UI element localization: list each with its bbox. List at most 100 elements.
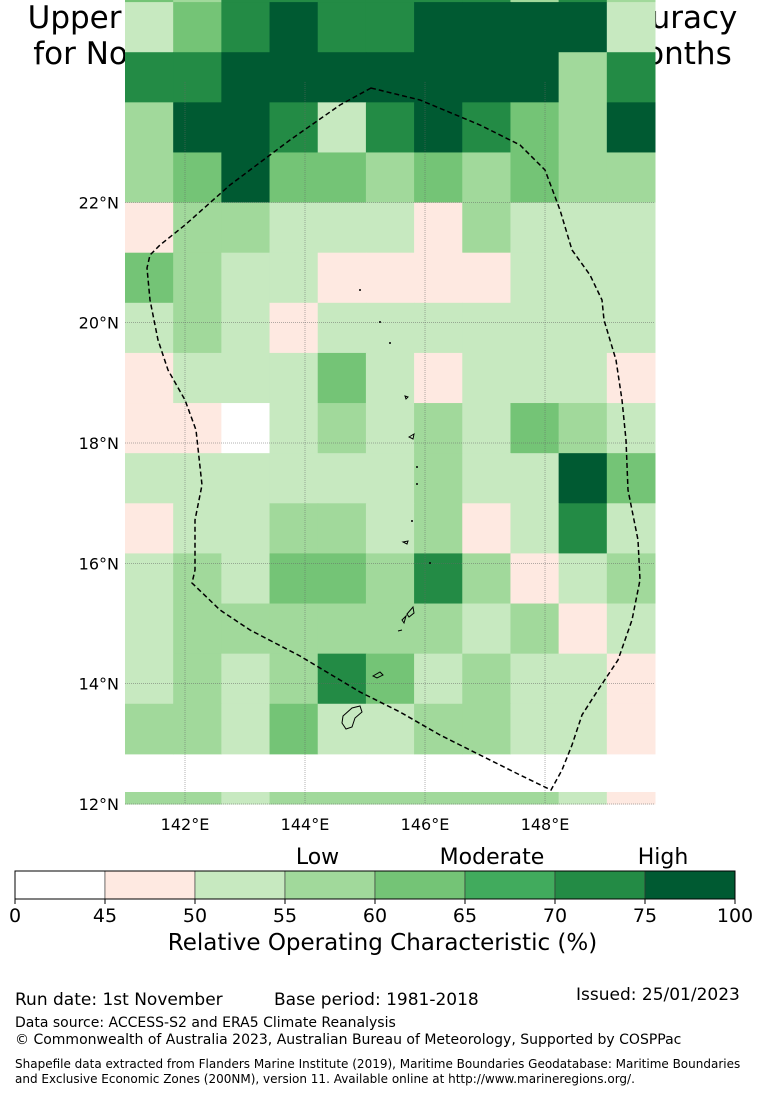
grid-cell bbox=[125, 352, 174, 404]
colorbar-swatch bbox=[464, 870, 556, 900]
grid-cell bbox=[606, 792, 656, 805]
grid-cell bbox=[221, 403, 271, 454]
grid-cell bbox=[414, 302, 463, 354]
grid-cell bbox=[510, 52, 560, 103]
grid-cell bbox=[221, 52, 271, 103]
colorbar-swatch bbox=[194, 870, 286, 900]
grid-cell bbox=[317, 703, 367, 755]
colorbar-swatch bbox=[554, 870, 646, 900]
grid-cell bbox=[365, 453, 415, 504]
lon-tick-label: 142°E bbox=[161, 815, 210, 830]
grid-cell bbox=[365, 603, 415, 655]
grid-cell bbox=[510, 152, 560, 204]
grid-cell bbox=[173, 703, 222, 755]
grid-cell bbox=[221, 102, 271, 153]
grid-cell bbox=[510, 453, 560, 504]
grid-cell bbox=[414, 0, 463, 3]
colorbar-swatch bbox=[14, 870, 106, 900]
grid-cell bbox=[173, 52, 222, 103]
colorbar-category-label: High bbox=[638, 845, 689, 870]
grid-cell bbox=[510, 703, 560, 755]
colorbar-tick-label: 100 bbox=[717, 905, 753, 927]
grid-cell bbox=[173, 252, 222, 304]
grid-cell bbox=[414, 202, 463, 254]
grid-cell bbox=[558, 403, 608, 454]
grid-cell bbox=[269, 252, 319, 304]
grid-cell bbox=[414, 453, 463, 504]
grid-cell bbox=[317, 503, 367, 554]
grid-cell bbox=[221, 703, 271, 755]
grid-cell bbox=[414, 403, 463, 454]
grid-cell bbox=[317, 52, 367, 103]
grid-cell bbox=[606, 52, 656, 103]
grid-cell bbox=[606, 0, 656, 3]
grid-cell bbox=[173, 2, 222, 53]
grid-cell bbox=[365, 403, 415, 454]
grid-cell bbox=[462, 52, 511, 103]
grid-cell bbox=[462, 792, 511, 805]
grid-cell bbox=[173, 352, 222, 404]
grid-cell bbox=[462, 503, 511, 554]
grid-cell bbox=[414, 503, 463, 554]
grid-cell bbox=[125, 553, 174, 605]
grid-cell bbox=[510, 503, 560, 554]
grid-cell bbox=[221, 202, 271, 254]
grid-cell bbox=[269, 202, 319, 254]
islands bbox=[341, 289, 431, 730]
grid-cell bbox=[462, 0, 511, 3]
grid-cell bbox=[269, 653, 319, 705]
grid-cell bbox=[317, 403, 367, 454]
grid-cell bbox=[462, 202, 511, 254]
grid-cell bbox=[269, 52, 319, 103]
grid-cell bbox=[365, 52, 415, 103]
grid-cell bbox=[269, 302, 319, 354]
grid-cell bbox=[510, 102, 560, 153]
grid-cell bbox=[317, 152, 367, 204]
colorbar-tick-label: 50 bbox=[183, 905, 207, 927]
colorbar-tick-label: 0 bbox=[9, 905, 21, 927]
grid-cell bbox=[125, 792, 174, 805]
grid-cell bbox=[510, 2, 560, 53]
grid-cell bbox=[606, 553, 656, 605]
grid-cell bbox=[221, 503, 271, 554]
grid-cell bbox=[173, 603, 222, 655]
colorbar-swatch bbox=[644, 870, 736, 900]
lon-tick-label: 148°E bbox=[521, 815, 570, 830]
grid-cell bbox=[173, 503, 222, 554]
grid-cell bbox=[221, 252, 271, 304]
longitude-labels: 142°E 144°E 146°E 148°E bbox=[161, 815, 570, 830]
grid-cell bbox=[269, 453, 319, 504]
grid-cell bbox=[125, 302, 174, 354]
grid-cell bbox=[558, 252, 608, 304]
shapefile-credit-1: Shapefile data extracted from Flanders M… bbox=[15, 1057, 741, 1071]
grid-cell bbox=[414, 603, 463, 655]
grid-cell bbox=[269, 503, 319, 554]
grid-cell bbox=[317, 653, 367, 705]
colorbar-swatch bbox=[374, 870, 466, 900]
grid-cell bbox=[125, 503, 174, 554]
grid-cell bbox=[125, 703, 174, 755]
base-period: Base period: 1981-2018 bbox=[274, 990, 479, 1010]
grid-cell bbox=[462, 352, 511, 404]
grid-cell bbox=[510, 403, 560, 454]
grid-cell bbox=[365, 503, 415, 554]
grid-cell bbox=[173, 453, 222, 504]
grid-cell bbox=[221, 553, 271, 605]
grid-cell bbox=[558, 503, 608, 554]
grid-cell bbox=[269, 352, 319, 404]
colorbar-tick-label: 70 bbox=[543, 905, 567, 927]
grid-cell bbox=[221, 653, 271, 705]
lon-tick-label: 146°E bbox=[401, 815, 450, 830]
grid-cell bbox=[365, 102, 415, 153]
grid-cell bbox=[317, 102, 367, 153]
grid-cell bbox=[269, 603, 319, 655]
colorbar-swatch bbox=[104, 870, 196, 900]
grid-cell bbox=[173, 0, 222, 3]
grid-cell bbox=[606, 403, 656, 454]
grid-cell bbox=[414, 553, 463, 605]
grid-cell bbox=[606, 503, 656, 554]
grid-cell bbox=[317, 792, 367, 805]
run-date: Run date: 1st November bbox=[15, 990, 223, 1010]
grid-cell bbox=[558, 2, 608, 53]
lat-tick-label: 16°N bbox=[79, 554, 119, 573]
